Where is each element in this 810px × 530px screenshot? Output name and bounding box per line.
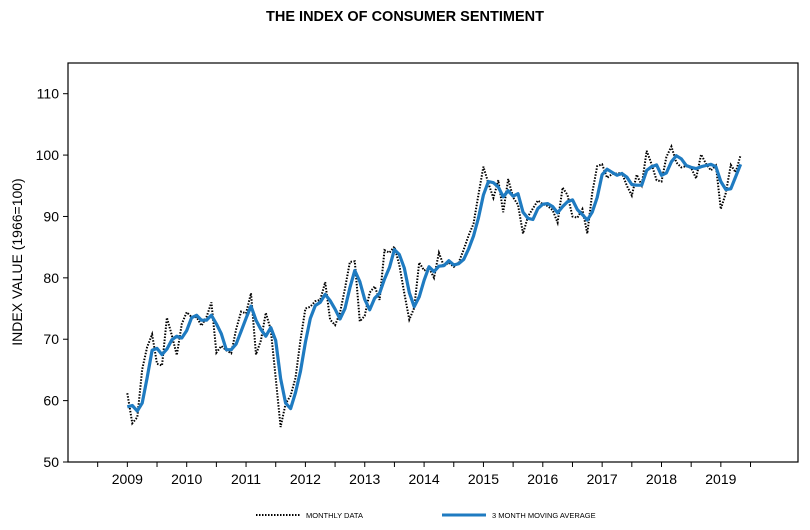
y-axis: 50 60 70 80 90 100 110: [36, 86, 68, 470]
y-axis-title: INDEX VALUE (1966=100): [9, 178, 25, 345]
x-tick-label: 2017: [587, 471, 618, 487]
y-tick-label: 60: [43, 393, 59, 409]
y-tick-label: 70: [43, 331, 59, 347]
x-tick-label: 2011: [231, 471, 261, 487]
x-tick-label: 2015: [468, 471, 499, 487]
x-tick-label: 2013: [349, 471, 380, 487]
legend-average-label: 3 MONTH MOVING AVERAGE: [492, 511, 596, 520]
x-tick-label: 2014: [409, 471, 440, 487]
series-layer: [126, 143, 743, 428]
y-tick-label: 110: [37, 86, 60, 102]
y-tick-label: 50: [43, 454, 59, 470]
x-tick-label: 2010: [171, 471, 202, 487]
y-tick-label: 80: [43, 270, 59, 286]
monthly-data-line: [126, 143, 742, 428]
x-tick-label: 2016: [527, 471, 558, 487]
legend: MONTHLY DATA 3 MONTH MOVING AVERAGE: [256, 511, 596, 520]
chart-title: THE INDEX OF CONSUMER SENTIMENT: [266, 9, 544, 25]
y-tick-label: 90: [43, 208, 59, 224]
moving-average-line: [126, 154, 743, 413]
x-tick-label: 2012: [290, 471, 321, 487]
x-axis: 2009 2010 2011 2012 2013 2014 2015 2016 2017 2018…: [97, 462, 752, 487]
x-tick-label: 2019: [705, 471, 736, 487]
y-tick-label: 100: [36, 147, 60, 163]
plot-area: [67, 62, 799, 463]
legend-monthly-label: MONTHLY DATA: [306, 511, 363, 520]
x-tick-label: 2009: [112, 471, 143, 487]
x-tick-label: 2018: [646, 471, 677, 487]
